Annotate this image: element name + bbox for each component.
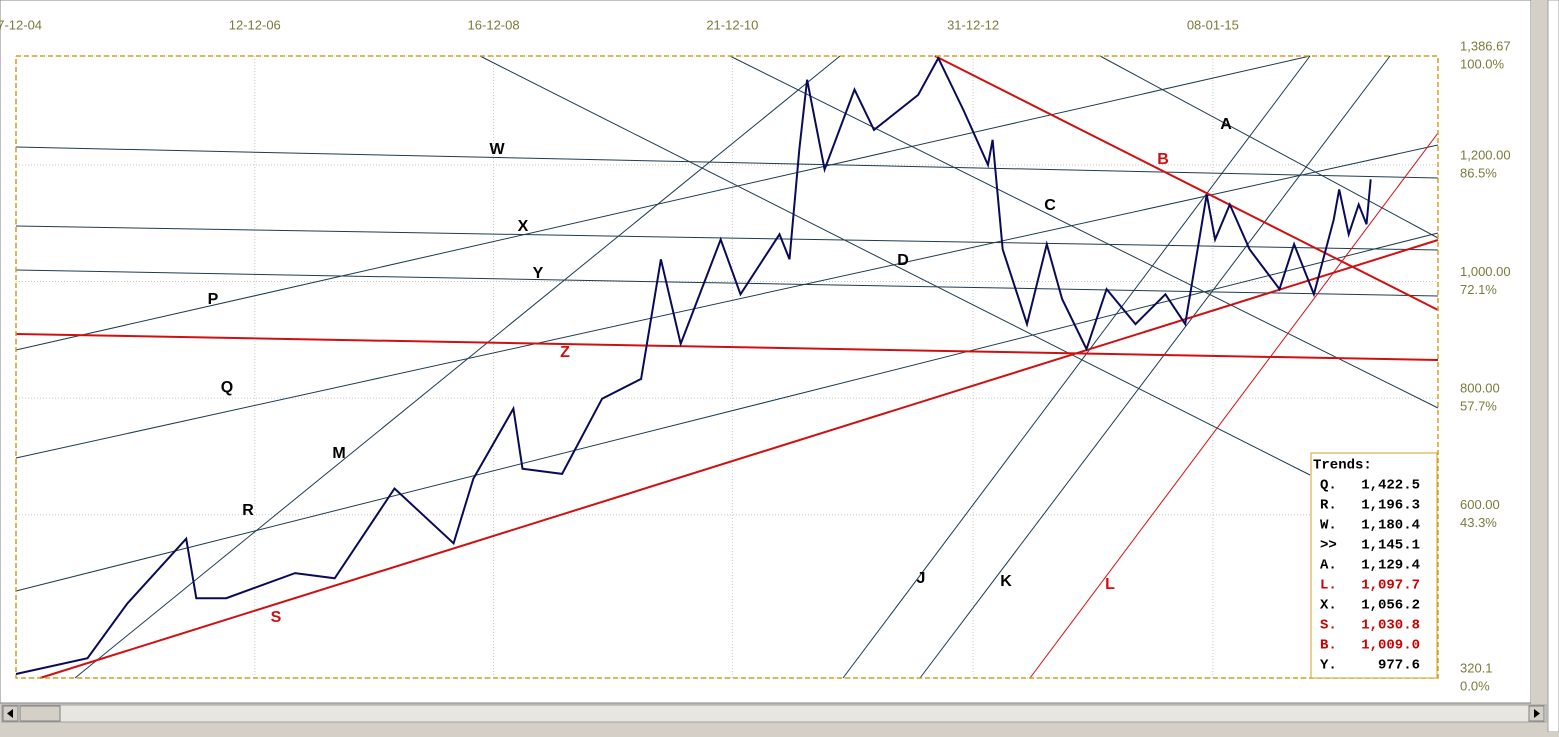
trend-value: 1,145.1 <box>1361 538 1420 554</box>
y-tick-percent: 100.0% <box>1460 56 1505 71</box>
scroll-thumb[interactable] <box>19 705 61 722</box>
y-tick-label: 1,386.67 <box>1460 38 1511 53</box>
trend-line <box>729 55 1439 409</box>
trend-line <box>15 225 1439 251</box>
trend-name: L. <box>1320 578 1337 594</box>
x-tick-label: 31-12-12 <box>947 17 999 32</box>
annotation: P <box>208 291 219 308</box>
price-line <box>15 55 1372 675</box>
x-tick-label: 08-01-15 <box>1187 17 1239 32</box>
annotation: M <box>332 445 345 462</box>
annotation: A <box>1220 116 1232 133</box>
arrow-icon <box>1534 709 1540 718</box>
trend-name: B. <box>1320 638 1337 654</box>
annotations: W X Y P Q M R S Z A B C D J K L <box>208 116 1233 626</box>
trend-line <box>15 146 1439 179</box>
trends-box: Trends: Q. 1,422.5 R. 1,196.3 W. 1,180.4 >> 1,1… <box>1310 452 1438 679</box>
annotation: X <box>518 218 529 235</box>
y-tick-label: 600.00 <box>1460 497 1500 512</box>
side-border <box>1547 0 1559 733</box>
y-tick-label: 1,200.00 <box>1460 147 1511 162</box>
trends-title: Trends: <box>1313 458 1372 474</box>
y-tick-percent: 0.0% <box>1460 678 1490 693</box>
annotation: D <box>897 252 909 269</box>
trend-line <box>934 55 1439 311</box>
trend-line <box>479 55 1311 476</box>
y-tick-label: 800.00 <box>1460 381 1500 396</box>
trend-line <box>1029 132 1439 679</box>
scroll-track[interactable] <box>1 704 1547 723</box>
trend-line <box>15 269 1439 297</box>
trend-line <box>15 333 1439 361</box>
annotation: R <box>242 502 254 519</box>
x-tick-label: 12-12-06 <box>229 17 281 32</box>
trend-value: 1,196.3 <box>1361 498 1420 514</box>
plot-frame <box>15 55 1439 679</box>
trend-value: 1,129.4 <box>1361 558 1420 574</box>
trend-line <box>74 55 841 679</box>
annotation: K <box>1000 573 1012 590</box>
trend-name: A. <box>1320 558 1337 574</box>
trend-value: 1,180.4 <box>1361 518 1420 534</box>
trend-value: 1,009.0 <box>1361 638 1420 654</box>
trend-value: 977.6 <box>1378 658 1420 674</box>
scrollbar[interactable] <box>1 704 1547 723</box>
trend-line <box>919 55 1391 679</box>
y-tick-percent: 72.1% <box>1460 282 1497 297</box>
x-tick-label: 16-12-08 <box>468 17 520 32</box>
annotation: Q <box>221 379 233 396</box>
trend-value: 1,097.7 <box>1361 578 1420 594</box>
y-tick-percent: 86.5% <box>1460 165 1497 180</box>
annotation: W <box>489 141 505 158</box>
x-tick-label: 21-12-10 <box>706 17 758 32</box>
trend-line <box>842 55 1311 679</box>
trend-value: 1,030.8 <box>1361 618 1420 634</box>
trend-name: W. <box>1320 518 1337 534</box>
trend-line <box>15 144 1439 459</box>
y-tick-percent: 57.7% <box>1460 399 1497 414</box>
trend-name: Q. <box>1320 478 1337 494</box>
arrow-icon <box>7 709 13 718</box>
trend-line <box>15 55 1311 351</box>
trend-name: >> <box>1320 538 1337 554</box>
trend-line <box>15 232 1439 592</box>
trend-value: 1,056.2 <box>1361 598 1420 614</box>
y-tick-percent: 43.3% <box>1460 515 1497 530</box>
annotation: C <box>1044 197 1056 214</box>
trend-name: Y. <box>1320 658 1337 674</box>
trend-line <box>39 239 1439 679</box>
trend-lines <box>15 55 1439 679</box>
trend-name: S. <box>1320 618 1337 634</box>
trend-name: R. <box>1320 498 1337 514</box>
y-tick-label: 1,000.00 <box>1460 264 1511 279</box>
annotation: L <box>1105 576 1115 593</box>
annotation: J <box>917 570 926 587</box>
x-tick-label: 07-12-04 <box>0 17 42 32</box>
annotation: Y <box>533 265 544 282</box>
trend-value: 1,422.5 <box>1361 478 1420 494</box>
plot <box>15 55 1372 675</box>
trends-frame <box>1310 452 1438 679</box>
y-tick-label: 320.1 <box>1460 660 1493 675</box>
annotation: B <box>1157 151 1169 168</box>
annotation: Z <box>560 344 570 361</box>
trend-name: X. <box>1320 598 1337 614</box>
annotation: S <box>271 609 282 626</box>
